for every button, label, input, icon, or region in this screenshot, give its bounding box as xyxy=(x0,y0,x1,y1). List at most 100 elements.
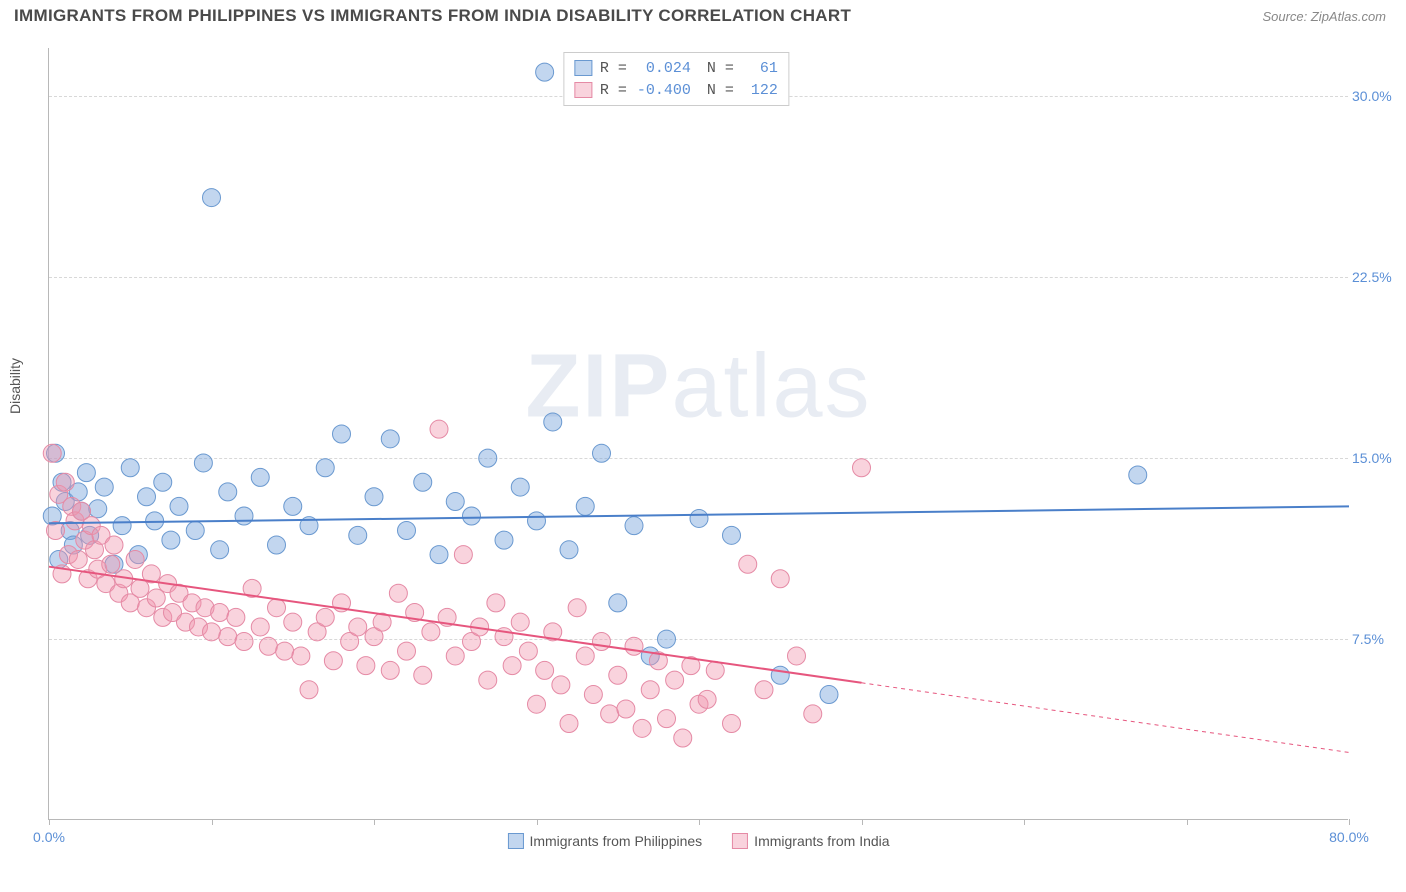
data-point xyxy=(706,661,724,679)
data-point xyxy=(617,700,635,718)
chart-title: IMMIGRANTS FROM PHILIPPINES VS IMMIGRANT… xyxy=(14,6,851,26)
y-tick-label: 30.0% xyxy=(1352,88,1400,104)
data-point xyxy=(820,686,838,704)
data-point xyxy=(284,497,302,515)
data-point xyxy=(593,444,611,462)
data-point xyxy=(381,430,399,448)
data-point xyxy=(479,449,497,467)
data-point xyxy=(147,589,165,607)
data-point xyxy=(398,642,416,660)
data-point xyxy=(292,647,310,665)
trend-line-extrapolated xyxy=(862,683,1350,753)
data-point xyxy=(446,647,464,665)
data-point xyxy=(495,531,513,549)
data-point xyxy=(268,536,286,554)
legend-swatch xyxy=(574,82,592,98)
data-point xyxy=(755,681,773,699)
scatter-plot-svg xyxy=(49,48,1349,820)
data-point xyxy=(349,618,367,636)
data-point xyxy=(519,642,537,660)
data-point xyxy=(365,488,383,506)
data-point xyxy=(601,705,619,723)
data-point xyxy=(584,686,602,704)
data-point xyxy=(219,628,237,646)
data-point xyxy=(235,507,253,525)
data-point xyxy=(658,630,676,648)
legend-item: Immigrants from Philippines xyxy=(507,833,702,849)
data-point xyxy=(349,526,367,544)
data-point xyxy=(666,671,684,689)
stats-r-value: -0.400 xyxy=(635,82,691,99)
data-point xyxy=(625,517,643,535)
chart-header: IMMIGRANTS FROM PHILIPPINES VS IMMIGRANT… xyxy=(0,0,1406,30)
data-point xyxy=(463,507,481,525)
x-tick-label: 80.0% xyxy=(1329,829,1369,845)
data-point xyxy=(511,613,529,631)
data-point xyxy=(658,710,676,728)
legend-item: Immigrants from India xyxy=(732,833,889,849)
data-point xyxy=(454,546,472,564)
legend-label: Immigrants from India xyxy=(754,833,889,849)
data-point xyxy=(389,584,407,602)
data-point xyxy=(89,500,107,518)
stats-r-label: R = xyxy=(600,60,627,77)
data-point xyxy=(186,522,204,540)
data-point xyxy=(316,459,334,477)
data-point xyxy=(126,550,144,568)
data-point xyxy=(609,594,627,612)
data-point xyxy=(723,715,741,733)
data-point xyxy=(536,63,554,81)
data-point xyxy=(398,522,416,540)
data-point xyxy=(219,483,237,501)
data-point xyxy=(560,715,578,733)
data-point xyxy=(528,695,546,713)
data-point xyxy=(503,657,521,675)
legend-label: Immigrants from Philippines xyxy=(529,833,702,849)
data-point xyxy=(102,555,120,573)
data-point xyxy=(430,420,448,438)
data-point xyxy=(414,666,432,684)
data-point xyxy=(487,594,505,612)
stats-row: R =-0.400N =122 xyxy=(574,79,778,101)
chart-container: Disability 7.5%15.0%22.5%30.0% 0.0%80.0%… xyxy=(48,48,1348,820)
y-tick-label: 22.5% xyxy=(1352,269,1400,285)
data-point xyxy=(593,632,611,650)
stats-n-label: N = xyxy=(707,82,734,99)
data-point xyxy=(268,599,286,617)
data-point xyxy=(771,666,789,684)
data-point xyxy=(211,541,229,559)
data-point xyxy=(723,526,741,544)
data-point xyxy=(357,657,375,675)
data-point xyxy=(576,647,594,665)
source-attribution: Source: ZipAtlas.com xyxy=(1262,9,1386,24)
data-point xyxy=(544,413,562,431)
data-point xyxy=(446,493,464,511)
data-point xyxy=(138,488,156,506)
data-point xyxy=(609,666,627,684)
data-point xyxy=(625,637,643,655)
data-point xyxy=(1129,466,1147,484)
stats-n-value: 61 xyxy=(742,60,778,77)
data-point xyxy=(633,719,651,737)
legend-swatch xyxy=(507,833,523,849)
data-point xyxy=(333,425,351,443)
data-point xyxy=(56,473,74,491)
data-point xyxy=(324,652,342,670)
data-point xyxy=(511,478,529,496)
data-point xyxy=(771,570,789,588)
data-point xyxy=(259,637,277,655)
data-point xyxy=(300,681,318,699)
stats-legend-box: R =0.024N =61R =-0.400N =122 xyxy=(563,52,789,106)
y-axis-label: Disability xyxy=(7,357,23,413)
data-point xyxy=(43,444,61,462)
data-point xyxy=(528,512,546,530)
legend-swatch xyxy=(732,833,748,849)
data-point xyxy=(251,468,269,486)
legend-swatch xyxy=(574,60,592,76)
data-point xyxy=(170,497,188,515)
data-point xyxy=(276,642,294,660)
y-tick-label: 15.0% xyxy=(1352,450,1400,466)
data-point xyxy=(95,478,113,496)
data-point xyxy=(552,676,570,694)
data-point xyxy=(203,623,221,641)
